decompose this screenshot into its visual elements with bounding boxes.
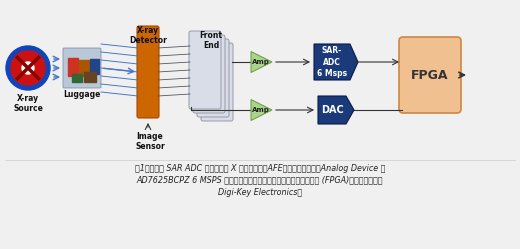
Bar bbox=[68, 58, 78, 76]
Polygon shape bbox=[251, 52, 272, 72]
Text: Luggage: Luggage bbox=[63, 90, 101, 99]
FancyBboxPatch shape bbox=[137, 26, 159, 118]
Polygon shape bbox=[314, 44, 358, 80]
Text: Amp: Amp bbox=[252, 107, 270, 113]
FancyBboxPatch shape bbox=[189, 31, 221, 109]
Text: Image
Sensor: Image Sensor bbox=[135, 132, 165, 151]
Text: Amp: Amp bbox=[252, 59, 270, 65]
Bar bbox=[90, 59, 99, 74]
Text: 图1：该示例 SAR ADC 信号链包括 X 射线探测器、AFE、放大器驱动器、Analog Device 的
AD7625BCPZ 6 MSPS 转换器，以及: 图1：该示例 SAR ADC 信号链包括 X 射线探测器、AFE、放大器驱动器、… bbox=[135, 164, 385, 197]
Circle shape bbox=[6, 46, 50, 90]
Text: Front
End: Front End bbox=[200, 31, 223, 50]
Bar bbox=[84, 72, 96, 82]
Circle shape bbox=[22, 62, 34, 74]
Text: X-ray
Detector: X-ray Detector bbox=[129, 26, 167, 45]
Bar bbox=[79, 60, 89, 76]
FancyBboxPatch shape bbox=[197, 39, 229, 117]
FancyBboxPatch shape bbox=[193, 35, 225, 113]
FancyBboxPatch shape bbox=[399, 37, 461, 113]
Polygon shape bbox=[251, 100, 272, 121]
Polygon shape bbox=[318, 96, 354, 124]
Text: FPGA: FPGA bbox=[411, 68, 449, 81]
FancyBboxPatch shape bbox=[201, 43, 233, 121]
Circle shape bbox=[11, 51, 45, 85]
Text: DAC: DAC bbox=[321, 105, 343, 115]
FancyBboxPatch shape bbox=[63, 48, 101, 88]
Text: X-ray
Source: X-ray Source bbox=[13, 94, 43, 113]
Text: SAR-
ADC
6 Msps: SAR- ADC 6 Msps bbox=[317, 46, 347, 78]
Bar bbox=[72, 74, 82, 82]
